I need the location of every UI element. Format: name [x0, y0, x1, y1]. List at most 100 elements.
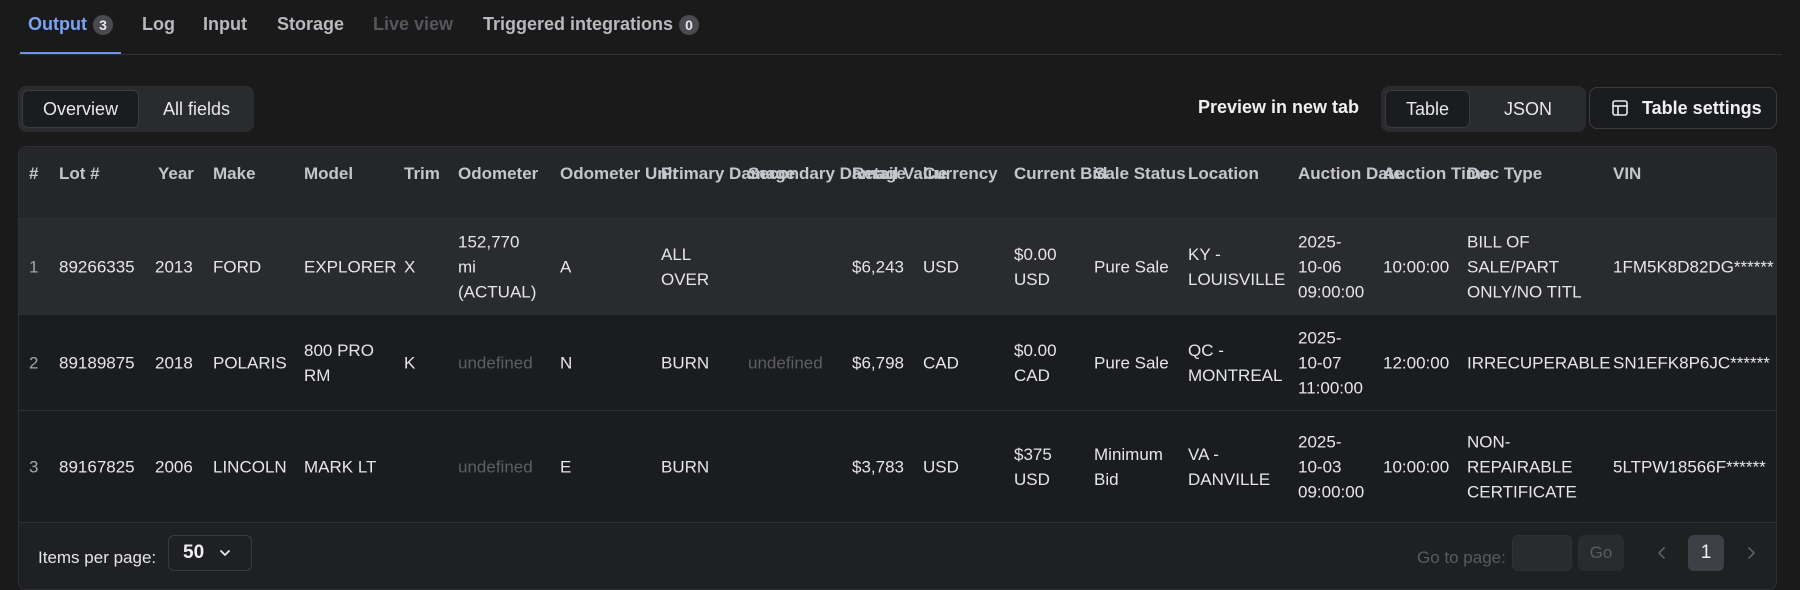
table-row[interactable]: 2 89189875 2018 POLARIS 800 PRO RM K und…: [19, 314, 1776, 410]
auction-time-cell: 12:00:00: [1383, 353, 1450, 372]
tab-triggered-count-badge: 0: [679, 15, 700, 35]
year-cell: 2018: [155, 353, 193, 372]
auction-time-cell: 10:00:00: [1383, 457, 1450, 476]
lot-number-cell: 89189875: [59, 353, 135, 372]
tab-output-label: Output: [28, 14, 87, 34]
tab-triggered-integrations[interactable]: Triggered integrations 0: [483, 14, 700, 54]
tab-log[interactable]: Log: [142, 14, 175, 54]
current-bid-cell: $0.00 USD: [1014, 244, 1057, 289]
primary-damage-cell: BURN: [661, 353, 710, 372]
column-header[interactable]: #: [29, 164, 39, 183]
results-table: # Lot # Year Make Model Trim Odometer Od…: [18, 146, 1777, 590]
model-cell: MARK LT: [304, 457, 377, 476]
column-header[interactable]: Odometer: [458, 164, 539, 183]
tab-storage[interactable]: Storage: [277, 14, 344, 54]
lot-number-cell: 89167825: [59, 457, 135, 476]
odometer-cell: undefined: [458, 353, 533, 372]
retail-value-cell: $6,798: [852, 353, 904, 372]
auction-date-cell: 2025- 10-06 09:00:00: [1298, 232, 1365, 301]
chevron-right-icon[interactable]: [1744, 543, 1758, 563]
column-header[interactable]: VIN: [1613, 164, 1642, 183]
tab-storage-label: Storage: [277, 14, 345, 34]
column-header[interactable]: Auction Time: [1383, 164, 1491, 183]
currency-cell: CAD: [923, 353, 959, 372]
doc-type-cell: BILL OF SALE/PART ONLY/NO TITL: [1467, 232, 1582, 301]
items-per-page-value: 50: [183, 542, 205, 563]
tab-log-label: Log: [142, 14, 175, 34]
year-cell: 2006: [155, 457, 193, 476]
location-cell: KY - LOUISVILLE: [1188, 244, 1286, 289]
tab-input[interactable]: Input: [203, 14, 247, 54]
sale-status-cell: Pure Sale: [1094, 353, 1169, 372]
retail-value-cell: $3,783: [852, 457, 904, 476]
chevron-left-icon[interactable]: [1655, 543, 1669, 563]
year-cell: 2013: [155, 257, 193, 276]
column-header[interactable]: Location: [1188, 164, 1259, 183]
table-settings-label: Table settings: [1642, 97, 1762, 118]
auction-time-cell: 10:00:00: [1383, 257, 1450, 276]
current-page-button[interactable]: 1: [1688, 535, 1724, 571]
row-index: 2: [29, 353, 39, 372]
tab-output-count-badge: 3: [92, 15, 113, 35]
column-header[interactable]: Odometer Unit: [560, 164, 679, 183]
pagination-bar: Items per page: 50 Go to page: Go 1: [19, 522, 1776, 589]
column-header[interactable]: Lot #: [59, 164, 100, 183]
current-bid-cell: $0.00 CAD: [1014, 340, 1057, 385]
table-header: # Lot # Year Make Model Trim Odometer Od…: [19, 147, 1776, 218]
column-header[interactable]: Primary Damage: [661, 164, 796, 183]
doc-type-cell: IRRECUPERABLE: [1467, 353, 1611, 372]
odometer-cell: undefined: [458, 457, 533, 476]
column-header[interactable]: Trim: [404, 164, 440, 183]
model-cell: 800 PRO RM: [304, 340, 374, 385]
column-header[interactable]: Model: [304, 164, 354, 183]
location-cell: QC - MONTREAL: [1188, 340, 1283, 385]
overview-button[interactable]: Overview: [22, 90, 140, 128]
current-bid-cell: $375 USD: [1014, 444, 1052, 489]
vin-cell: 1FM5K8D82DG******: [1613, 257, 1774, 276]
row-index: 1: [29, 257, 39, 276]
make-cell: FORD: [213, 257, 262, 276]
column-header[interactable]: Auction Date: [1298, 164, 1403, 183]
row-index: 3: [29, 457, 39, 476]
currency-cell: USD: [923, 257, 959, 276]
column-header[interactable]: Current Bid: [1014, 164, 1108, 183]
column-header[interactable]: Year: [158, 164, 194, 183]
trim-cell: K: [404, 353, 416, 372]
odometer-unit-cell: E: [560, 457, 572, 476]
currency-cell: USD: [923, 457, 959, 476]
model-cell: EXPLORER: [304, 257, 397, 276]
trim-cell: X: [404, 257, 416, 276]
table-row[interactable]: 1 89266335 2013 FORD EXPLORER X 152,770 …: [19, 218, 1776, 314]
items-per-page-select[interactable]: 50: [168, 535, 252, 571]
primary-damage-cell: BURN: [661, 457, 710, 476]
table-row[interactable]: 3 89167825 2006 LINCOLN MARK LT undefine…: [19, 410, 1776, 522]
vin-cell: SN1EFK8P6JC******: [1613, 353, 1770, 372]
go-button[interactable]: Go: [1578, 535, 1624, 571]
tab-output[interactable]: Output 3: [20, 14, 121, 54]
table-format-button[interactable]: Table: [1385, 90, 1471, 128]
odometer-cell: 152,770 mi (ACTUAL): [458, 232, 537, 301]
sale-status-cell: Minimum Bid: [1094, 444, 1163, 489]
go-to-page-input[interactable]: [1512, 535, 1572, 571]
tab-live-view: Live view: [373, 14, 453, 54]
json-format-button[interactable]: JSON: [1504, 98, 1553, 119]
all-fields-button[interactable]: All fields: [163, 98, 231, 119]
column-header[interactable]: Currency: [923, 164, 998, 183]
make-cell: POLARIS: [213, 353, 287, 372]
column-header[interactable]: Sale Status: [1094, 164, 1186, 183]
column-header[interactable]: Make: [213, 164, 256, 183]
table-settings-button[interactable]: Table settings: [1589, 87, 1777, 129]
items-per-page-label: Items per page:: [38, 548, 157, 567]
tab-live-view-label: Live view: [373, 14, 454, 34]
make-cell: LINCOLN: [213, 457, 287, 476]
auction-date-cell: 2025- 10-03 09:00:00: [1298, 432, 1365, 501]
column-header[interactable]: Doc Type: [1467, 164, 1543, 183]
odometer-unit-cell: N: [560, 353, 573, 372]
vin-cell: 5LTPW18566F******: [1613, 457, 1766, 476]
column-header[interactable]: Secondary Damage: [748, 164, 906, 183]
location-cell: VA - DANVILLE: [1188, 444, 1271, 489]
go-to-page-label: Go to page:: [1417, 548, 1506, 567]
doc-type-cell: NON- REPAIRABLE CERTIFICATE: [1467, 432, 1577, 501]
preview-in-new-tab-link[interactable]: Preview in new tab: [1198, 97, 1360, 117]
column-header[interactable]: Retail Value: [852, 164, 948, 183]
